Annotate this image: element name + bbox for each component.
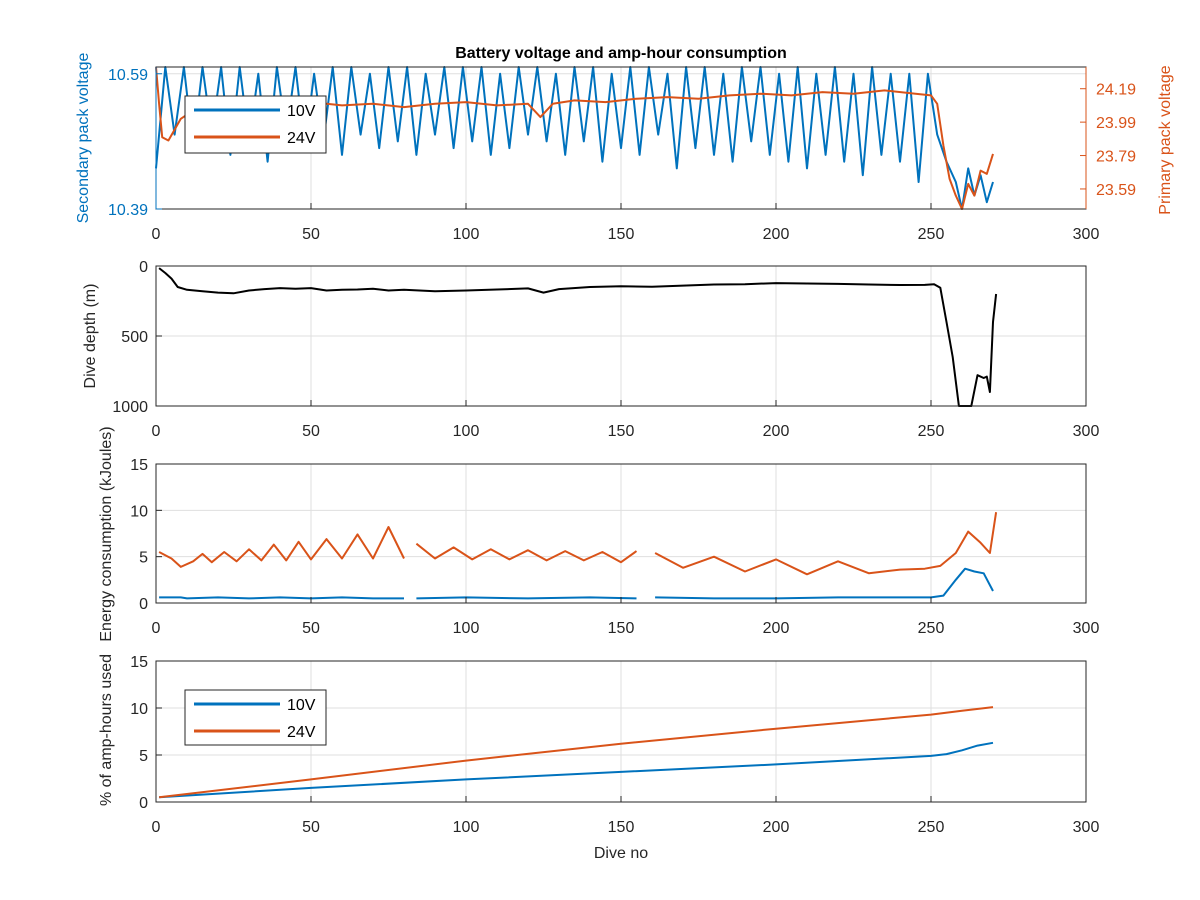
amp-hours-legend: 10V 24V: [184, 689, 327, 746]
x-tick-label: 100: [453, 819, 480, 836]
x-tick-label: 0: [152, 819, 161, 836]
x-tick-label: 50: [302, 226, 320, 243]
energy-axis-label: Energy consumption (kJoules): [98, 426, 115, 641]
voltage-right-ticks: 23.59 23.79 23.99 24.19: [155, 67, 1136, 209]
x-tick-label: 100: [453, 620, 480, 637]
x-tick-label: 50: [302, 819, 320, 836]
x-axis-label: Dive no: [594, 845, 648, 862]
x-tick-label: 300: [1073, 620, 1100, 637]
secondary-voltage-axis-label: Secondary pack voltage: [75, 53, 92, 224]
amp-hours-x-ticks: 0 50 100 150 200 250 300: [152, 796, 1100, 836]
x-tick-label: 300: [1073, 423, 1100, 440]
x-tick-label: 200: [763, 423, 790, 440]
series-24v-line: [158, 512, 998, 576]
chart-title: Battery voltage and amp-hour consumption: [455, 45, 787, 62]
x-tick-label: 150: [608, 226, 635, 243]
x-tick-label: 50: [302, 423, 320, 440]
x-tick-label: 0: [152, 620, 161, 637]
legend-10v-label: 10V: [287, 103, 316, 120]
y-tick-label: 10: [130, 701, 148, 718]
right-tick-label: 23.59: [1096, 182, 1136, 199]
series-10v-line: [159, 567, 994, 600]
x-tick-label: 250: [918, 423, 945, 440]
voltage-legend-box: [184, 95, 327, 154]
primary-voltage-axis-label: Primary pack voltage: [1157, 65, 1174, 214]
depth-y-ticks: 0 500 1000: [112, 259, 162, 416]
x-tick-label: 0: [152, 423, 161, 440]
right-tick-label: 23.99: [1096, 115, 1136, 132]
energy-y-ticks: 0 5 10 15: [130, 457, 162, 613]
amp-hours-axis-label: % of amp-hours used: [98, 654, 115, 806]
x-tick-label: 150: [608, 423, 635, 440]
y-tick-label: 0: [139, 795, 148, 812]
right-tick-label: 24.19: [1096, 82, 1136, 99]
depth-axes: 0 50 100 150 200 250 300 0 500 1000 Dive depth (…: [82, 259, 1099, 440]
y-tick-label: 1000: [112, 399, 148, 416]
x-tick-label: 200: [763, 226, 790, 243]
y-tick-label: 5: [139, 550, 148, 567]
amp-hours-legend-box: [184, 689, 327, 746]
depth-axis-label: Dive depth (m): [82, 284, 99, 389]
voltage-y-ticks: 10.39 10.59: [108, 67, 162, 219]
x-tick-label: 300: [1073, 226, 1100, 243]
x-tick-label: 200: [763, 819, 790, 836]
x-tick-label: 250: [918, 620, 945, 637]
series-depth-line: [158, 267, 998, 407]
amp-hours-y-ticks: 0 5 10 15: [130, 654, 162, 812]
y-tick-label: 500: [121, 329, 148, 346]
voltage-x-ticks: 0 50 100 150 200 250 300: [152, 203, 1100, 243]
x-tick-label: 250: [918, 226, 945, 243]
x-tick-label: 300: [1073, 819, 1100, 836]
x-tick-label: 100: [453, 226, 480, 243]
depth-plot-area: [158, 267, 998, 407]
series-24v-line: [158, 706, 994, 799]
x-tick-label: 150: [608, 819, 635, 836]
energy-axes: 0 50 100 150 200 250 300 0 5 10 15 Energy consump…: [98, 426, 1099, 641]
legend-10v-label: 10V: [287, 697, 316, 714]
series-10v-line: [159, 741, 994, 799]
x-tick-label: 200: [763, 620, 790, 637]
y-tick-label: 0: [139, 259, 148, 276]
energy-x-ticks: 0 50 100 150 200 250 300: [152, 597, 1100, 637]
right-tick-label: 23.79: [1096, 149, 1136, 166]
series-10v-line: [155, 66, 994, 210]
y-tick-label: 10: [130, 503, 148, 520]
x-tick-label: 150: [608, 620, 635, 637]
depth-x-ticks: 0 50 100 150 200 250 300: [152, 400, 1100, 440]
voltage-axes: 0 50 100 150 200 250 300 10.39 10.59 23.59 23.79…: [75, 45, 1174, 243]
y-tick-label: 15: [130, 457, 148, 474]
y-tick-label: 10.39: [108, 202, 148, 219]
y-tick-label: 10.59: [108, 67, 148, 84]
legend-24v-label: 24V: [287, 130, 316, 147]
y-tick-label: 5: [139, 748, 148, 765]
energy-plot-area: [158, 512, 998, 600]
legend-24v-label: 24V: [287, 724, 316, 741]
x-tick-label: 250: [918, 819, 945, 836]
x-tick-label: 50: [302, 620, 320, 637]
amp-hours-plot-area: [158, 706, 994, 799]
amp-hours-axes: 0 50 100 150 200 250 300 0 5 10 15 % of amp-hours…: [98, 654, 1099, 862]
x-tick-label: 100: [453, 423, 480, 440]
x-tick-label: 0: [152, 226, 161, 243]
y-tick-label: 15: [130, 654, 148, 671]
voltage-legend: 10V 24V: [184, 95, 327, 154]
y-tick-label: 0: [139, 596, 148, 613]
